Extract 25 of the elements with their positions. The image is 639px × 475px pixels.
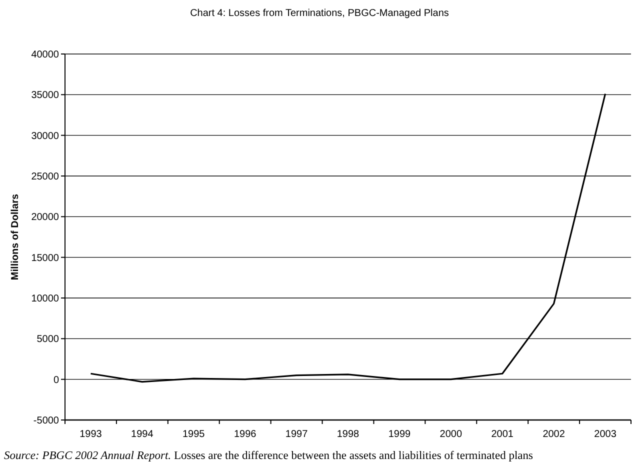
x-tick-label: 1996 <box>234 429 257 440</box>
x-tick-label: 1995 <box>182 429 206 440</box>
x-tick-label: 1999 <box>388 429 412 440</box>
text: Losses are the difference between the assets and liabilities of terminated plans <box>171 450 534 462</box>
chart-title: Chart 4: Losses from Terminations, PBGC-Managed Plans <box>190 8 449 19</box>
y-tick-label: 5000 <box>36 334 60 346</box>
x-tick-label: 2003 <box>594 429 617 440</box>
x-tick-label: 2000 <box>440 429 462 440</box>
x-tick-label: 1997 <box>285 429 308 440</box>
y-tick-label: 30000 <box>31 130 60 142</box>
x-tick-label: 2002 <box>542 429 566 440</box>
x-tick-label: 1994 <box>131 429 154 440</box>
y-tick-label: 20000 <box>31 212 60 224</box>
y-tick-label: 10000 <box>31 294 60 304</box>
y-tick-label: 15000 <box>31 252 60 264</box>
x-tick-label: 1993 <box>80 429 102 440</box>
y-tick-label: 0 <box>53 374 60 386</box>
y-tick-label: 35000 <box>31 90 60 102</box>
y-tick-label: -5000 <box>33 416 60 426</box>
x-tick-label: 2001 <box>491 429 514 440</box>
source-note: Source: PBGC 2002 Annual Report. <box>4 450 172 462</box>
y-tick-label: 25000 <box>31 172 60 182</box>
x-tick-label: 1998 <box>336 429 360 440</box>
y-axis-title: Millions of Dollars <box>10 194 21 280</box>
y-tick-label: 40000 <box>31 50 60 60</box>
